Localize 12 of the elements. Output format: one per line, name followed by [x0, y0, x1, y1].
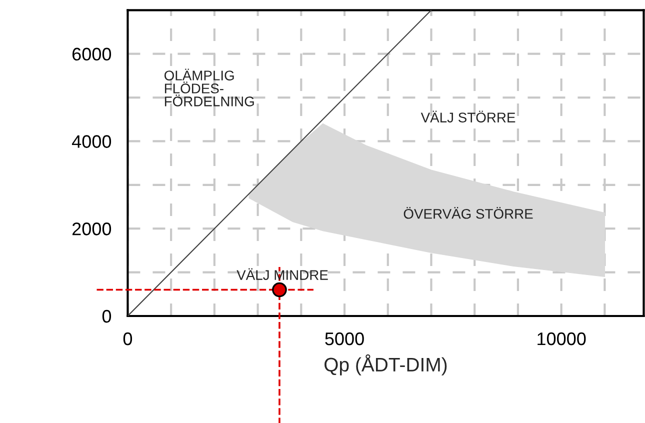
x-tick-label: 5000: [325, 332, 364, 346]
x-tick-label: 0: [123, 332, 132, 346]
y-tick-label: 6000: [72, 48, 112, 61]
y-tick-label: 0: [102, 310, 112, 323]
annotation: VÄLJ MINDRE: [236, 268, 328, 280]
annotation: OLÄMPLIG FLÖDES- FÖRDELNING: [164, 68, 254, 106]
annotation: ÖVERVÄG STÖRRE: [404, 207, 533, 219]
x-axis-title: Qp (ÅDT-DIM): [324, 354, 447, 376]
annotation: VÄLJ STÖRRE: [420, 110, 516, 122]
y-tick-label: 4000: [72, 135, 112, 148]
x-tick-label: 10000: [538, 332, 586, 346]
y-tick-label: 2000: [72, 222, 112, 236]
